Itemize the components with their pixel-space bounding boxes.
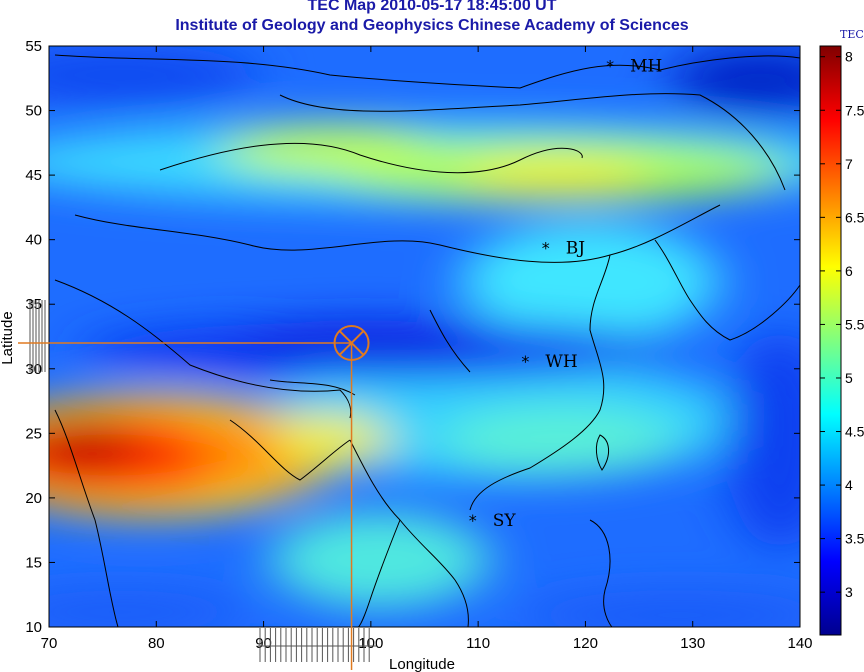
plot-frame [48, 45, 801, 628]
colorbar-label: TEC [840, 28, 864, 41]
marker-cross-b [338, 330, 365, 356]
y-tick-label: 35 [25, 296, 42, 313]
location-marker [18, 324, 370, 670]
station-star: * [606, 56, 614, 75]
colorbar-ticks: 3 3.5 4 4.5 5 5.5 6 6.5 7 7.5 8 [820, 49, 864, 600]
colorbar-tick-label: 3.5 [845, 531, 864, 547]
station-star: * [521, 352, 529, 371]
marker-circle [333, 324, 370, 361]
y-tick-label: 15 [25, 554, 42, 571]
x-tick-label: 90 [255, 635, 272, 652]
axis-tick-clutter [29, 300, 376, 662]
station-star: * [542, 238, 550, 257]
colorbar-tick-label: 8 [845, 49, 853, 65]
y-tick-label: 40 [25, 232, 42, 249]
colorbar [819, 45, 842, 636]
colorbar-tick-label: 6 [845, 263, 853, 279]
station-label: WH [545, 352, 577, 372]
x-tick-label: 100 [358, 635, 383, 652]
station-label: SY [493, 511, 517, 531]
x-tick-label: 120 [573, 635, 598, 652]
colorbar-tick-label: 5.5 [845, 316, 864, 332]
station-label: MH [630, 56, 662, 76]
colorbar-tick-label: 7.5 [845, 102, 864, 118]
y-tick-label: 55 [25, 38, 42, 55]
colorbar-tick-label: 4 [845, 477, 853, 493]
colorbar-tick-label: 3 [845, 584, 853, 600]
x-tick-label: 70 [41, 635, 58, 652]
x-tick-label: 140 [787, 635, 812, 652]
station-markers: * MH * BJ * WH * SY [469, 56, 663, 530]
x-tick-label: 130 [680, 635, 705, 652]
y-tick-label: 25 [25, 425, 42, 442]
y-axis-ticks: 10 15 20 25 30 35 40 45 50 55 [25, 38, 800, 636]
y-tick-label: 10 [25, 619, 42, 636]
colorbar-tick-label: 7 [845, 156, 853, 172]
chart-title: TEC Map 2010-05-17 18:45:00 UT [307, 0, 557, 14]
y-axis-label: Latitude [0, 311, 16, 364]
x-tick-label: 110 [466, 635, 490, 652]
colorbar-tick-label: 6.5 [845, 209, 864, 225]
x-axis-ticks: 70 80 90 100 110 120 130 140 [41, 46, 813, 652]
colorbar-tick-label: 5 [845, 370, 853, 386]
y-tick-label: 45 [25, 167, 42, 184]
y-tick-label: 30 [25, 361, 42, 378]
chart-subtitle: Institute of Geology and Geophysics Chin… [175, 17, 689, 34]
colorbar-tick-label: 4.5 [845, 424, 864, 440]
y-tick-label: 20 [25, 490, 42, 507]
station-star: * [469, 511, 477, 530]
y-tick-label: 50 [25, 103, 42, 120]
station-label: BJ [566, 238, 585, 258]
x-tick-label: 80 [148, 635, 165, 652]
map-outlines [54, 54, 800, 627]
x-axis-label: Longitude [389, 656, 455, 672]
